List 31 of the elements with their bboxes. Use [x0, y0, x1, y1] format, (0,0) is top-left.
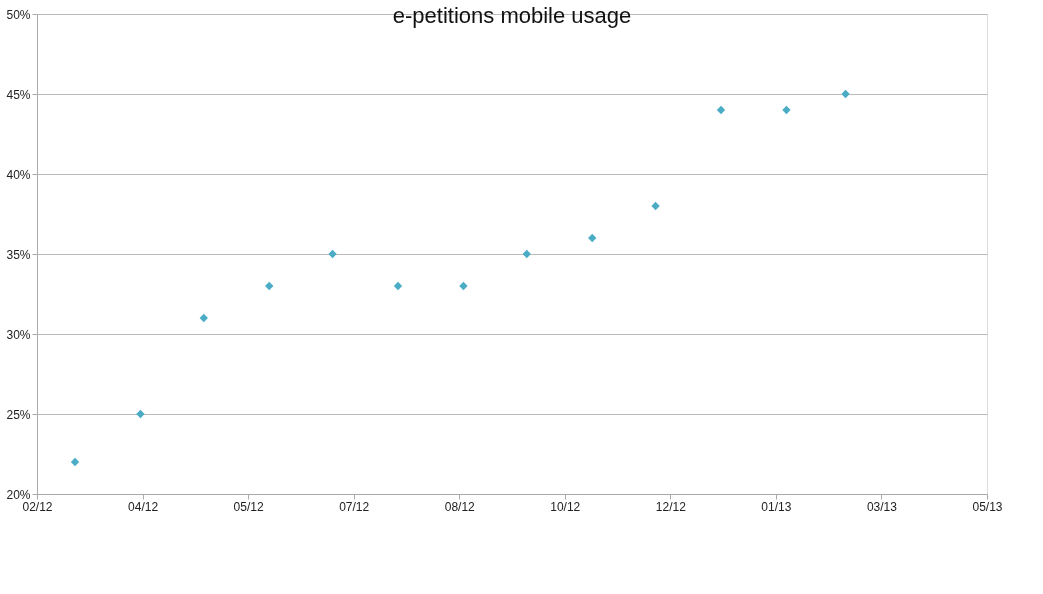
y-tick-label: 50%	[6, 7, 31, 22]
y-tick-label: 40%	[6, 167, 31, 182]
point	[841, 89, 850, 99]
point	[588, 233, 597, 243]
x-tick-label: 07/12	[339, 499, 370, 514]
y-tick-label: 35%	[6, 247, 31, 262]
point	[716, 105, 726, 115]
point	[70, 457, 80, 467]
x-tick-label: 12/12	[655, 499, 687, 514]
x-tick-label: 08/12	[444, 499, 476, 514]
x-tick-label: 05/13	[972, 499, 1003, 514]
x-tick-label: 04/12	[128, 499, 159, 514]
y-tick-label: 20%	[6, 487, 31, 502]
point	[459, 281, 468, 291]
y-tick-label: 30%	[6, 327, 31, 342]
point	[136, 409, 145, 419]
x-tick-label: 10/12	[550, 499, 581, 514]
x-tick-label: 01/13	[761, 499, 792, 514]
point	[393, 281, 403, 291]
point	[651, 201, 660, 211]
point	[522, 249, 531, 259]
y-tick-label: 25%	[6, 407, 31, 422]
point	[265, 281, 274, 291]
x-tick-label: 02/12	[22, 499, 53, 514]
y-tick-label: 45%	[6, 87, 31, 102]
chart-title: e-petitions mobile usage	[392, 3, 632, 28]
point	[782, 105, 791, 115]
x-tick-label: 05/12	[233, 499, 264, 514]
point	[199, 313, 208, 323]
point	[328, 249, 337, 259]
x-tick-label: 03/13	[866, 499, 898, 514]
